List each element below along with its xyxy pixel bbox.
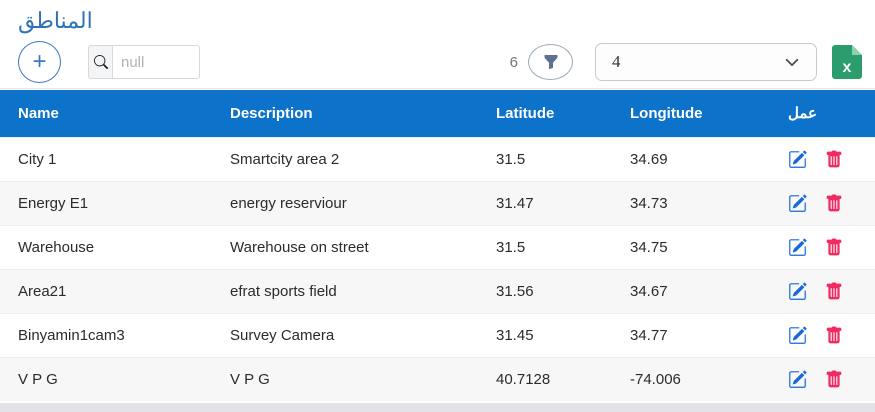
plus-icon: + <box>32 50 46 74</box>
delete-button[interactable] <box>825 370 843 389</box>
delete-button[interactable] <box>825 150 843 169</box>
funnel-icon <box>543 54 559 70</box>
cell-description: Warehouse on street <box>212 225 478 269</box>
export-excel-button[interactable]: x <box>832 45 862 79</box>
excel-icon: x <box>832 45 862 79</box>
cell-description: efrat sports field <box>212 269 478 313</box>
delete-button[interactable] <box>825 238 843 257</box>
edit-button[interactable] <box>788 150 807 169</box>
toolbar-table-divider <box>0 88 875 89</box>
cell-longitude: 34.69 <box>612 137 752 181</box>
col-header-latitude[interactable]: Latitude <box>478 90 612 137</box>
page-size-value: 4 <box>612 52 621 72</box>
cell-longitude: 34.77 <box>612 313 752 357</box>
col-header-name[interactable]: Name <box>0 90 212 137</box>
search-input[interactable] <box>112 45 200 79</box>
col-header-actions[interactable]: عمل <box>752 90 875 137</box>
col-header-description[interactable]: Description <box>212 90 478 137</box>
cell-name: Warehouse <box>0 225 212 269</box>
cell-name: Energy E1 <box>0 181 212 225</box>
edit-icon <box>788 238 807 257</box>
cell-name: City 1 <box>0 137 212 181</box>
cell-latitude: 31.56 <box>478 269 612 313</box>
cell-description: Survey Camera <box>212 313 478 357</box>
trash-icon <box>825 150 843 169</box>
table-row: City 1 Smartcity area 2 31.5 34.69 <box>0 137 875 181</box>
edit-button[interactable] <box>788 282 807 301</box>
table-row: Energy E1 energy reserviour 31.47 34.73 <box>0 181 875 225</box>
cell-description: V P G <box>212 357 478 401</box>
chevron-down-icon <box>784 54 800 70</box>
cell-actions <box>752 269 875 313</box>
trash-icon <box>825 238 843 257</box>
toolbar: + 6 4 <box>0 38 875 86</box>
table-body: City 1 Smartcity area 2 31.5 34.69 <box>0 137 875 401</box>
edit-button[interactable] <box>788 326 807 345</box>
cell-latitude: 31.5 <box>478 137 612 181</box>
edit-icon <box>788 282 807 301</box>
filter-button[interactable] <box>528 44 573 80</box>
table-row: Area21 efrat sports field 31.56 34.67 <box>0 269 875 313</box>
cell-longitude: 34.75 <box>612 225 752 269</box>
regions-table: Name Description Latitude Longitude عمل … <box>0 90 875 401</box>
col-header-longitude[interactable]: Longitude <box>612 90 752 137</box>
page-size-select[interactable]: 4 <box>595 43 817 81</box>
trash-icon <box>825 326 843 345</box>
add-button[interactable]: + <box>18 41 61 83</box>
cell-name: Binyamin1cam3 <box>0 313 212 357</box>
cell-latitude: 31.47 <box>478 181 612 225</box>
search-group <box>88 45 200 79</box>
cell-latitude: 31.5 <box>478 225 612 269</box>
cell-actions <box>752 313 875 357</box>
cell-latitude: 40.7128 <box>478 357 612 401</box>
svg-text:x: x <box>843 59 852 76</box>
edit-icon <box>788 370 807 389</box>
cell-longitude: -74.006 <box>612 357 752 401</box>
regions-page: المناطق + 6 4 <box>0 5 875 412</box>
cell-name: V P G <box>0 357 212 401</box>
edit-button[interactable] <box>788 194 807 213</box>
edit-icon <box>788 194 807 213</box>
table-row: Binyamin1cam3 Survey Camera 31.45 34.77 <box>0 313 875 357</box>
horizontal-scrollbar[interactable] <box>0 403 875 412</box>
delete-button[interactable] <box>825 326 843 345</box>
table-row: Warehouse Warehouse on street 31.5 34.75 <box>0 225 875 269</box>
cell-actions <box>752 225 875 269</box>
table-header-row: Name Description Latitude Longitude عمل <box>0 90 875 137</box>
edit-button[interactable] <box>788 238 807 257</box>
delete-button[interactable] <box>825 282 843 301</box>
cell-name: Area21 <box>0 269 212 313</box>
cell-description: Smartcity area 2 <box>212 137 478 181</box>
page-title: المناطق <box>18 5 875 36</box>
edit-icon <box>788 326 807 345</box>
trash-icon <box>825 282 843 301</box>
cell-description: energy reserviour <box>212 181 478 225</box>
delete-button[interactable] <box>825 194 843 213</box>
cell-latitude: 31.45 <box>478 313 612 357</box>
cell-longitude: 34.67 <box>612 269 752 313</box>
cell-actions <box>752 137 875 181</box>
edit-button[interactable] <box>788 370 807 389</box>
search-icon <box>88 45 112 79</box>
table-row: V P G V P G 40.7128 -74.006 <box>0 357 875 401</box>
cell-actions <box>752 357 875 401</box>
cell-actions <box>752 181 875 225</box>
trash-icon <box>825 194 843 213</box>
trash-icon <box>825 370 843 389</box>
results-count: 6 <box>510 54 518 71</box>
cell-longitude: 34.73 <box>612 181 752 225</box>
edit-icon <box>788 150 807 169</box>
